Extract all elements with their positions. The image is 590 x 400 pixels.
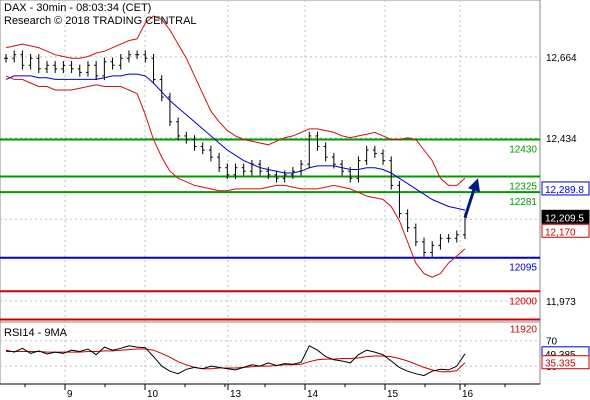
- rsi-ma-tag: 35.335: [545, 359, 576, 370]
- x-tick-label: 16: [462, 389, 474, 400]
- ma-price-tag-box: [541, 181, 590, 196]
- level-label: 12325: [509, 182, 537, 193]
- rsi-line: [5, 345, 466, 377]
- level-label: 12095: [509, 263, 537, 274]
- rsi-series: [5, 345, 466, 377]
- y-tick-label: 11,973: [546, 297, 576, 308]
- rsi-tick-label: 70: [546, 337, 558, 348]
- rsi-title: RSI14 - 9MA: [4, 327, 68, 339]
- x-tick-label: 15: [387, 389, 399, 400]
- x-tick-label: 14: [307, 389, 319, 400]
- y-tick-label: 12,664: [546, 53, 577, 64]
- chart-copyright: Research © 2018 TRADING CENTRAL: [4, 15, 197, 27]
- x-tick-label: 13: [230, 389, 242, 400]
- rsi-ma-tag-box: [541, 355, 590, 370]
- level-label: 12430: [509, 144, 537, 155]
- x-tick-label: 9: [67, 389, 73, 400]
- candles: [4, 50, 480, 257]
- forecast-arrow-head: [468, 178, 480, 193]
- level-label: 12000: [509, 296, 537, 307]
- chart-title: DAX - 30min - 08:03:34 (CET): [4, 2, 151, 14]
- level-label: 11920: [510, 325, 538, 336]
- price-panel-frame: [0, 0, 541, 323]
- horizontal-levels: 12430 12325 12281 12095 12000 11920: [0, 138, 540, 336]
- moving-average-line: [5, 73, 466, 211]
- lower-band-tag-box: [541, 223, 590, 238]
- lower-band-tag: 12,170: [545, 227, 576, 238]
- rsi-ma-line: [6, 348, 466, 373]
- y-tick-label: 12,434: [546, 134, 577, 145]
- last-price-tag: 12,209.5: [545, 213, 584, 224]
- ma-price-tag: 12,289.8: [545, 185, 584, 196]
- price-series: [5, 15, 466, 278]
- rsi-panel-frame: [0, 321, 541, 385]
- bollinger-upper: [5, 15, 466, 186]
- bollinger-lower: [5, 75, 466, 278]
- price-tags: 12,289.812,209.512,17049.38535.335: [541, 181, 590, 370]
- level-label: 12281: [509, 197, 537, 208]
- x-tick-label: 10: [147, 389, 159, 400]
- last-price-tag-box: [541, 209, 590, 224]
- forecast-arrow-shaft: [463, 185, 477, 218]
